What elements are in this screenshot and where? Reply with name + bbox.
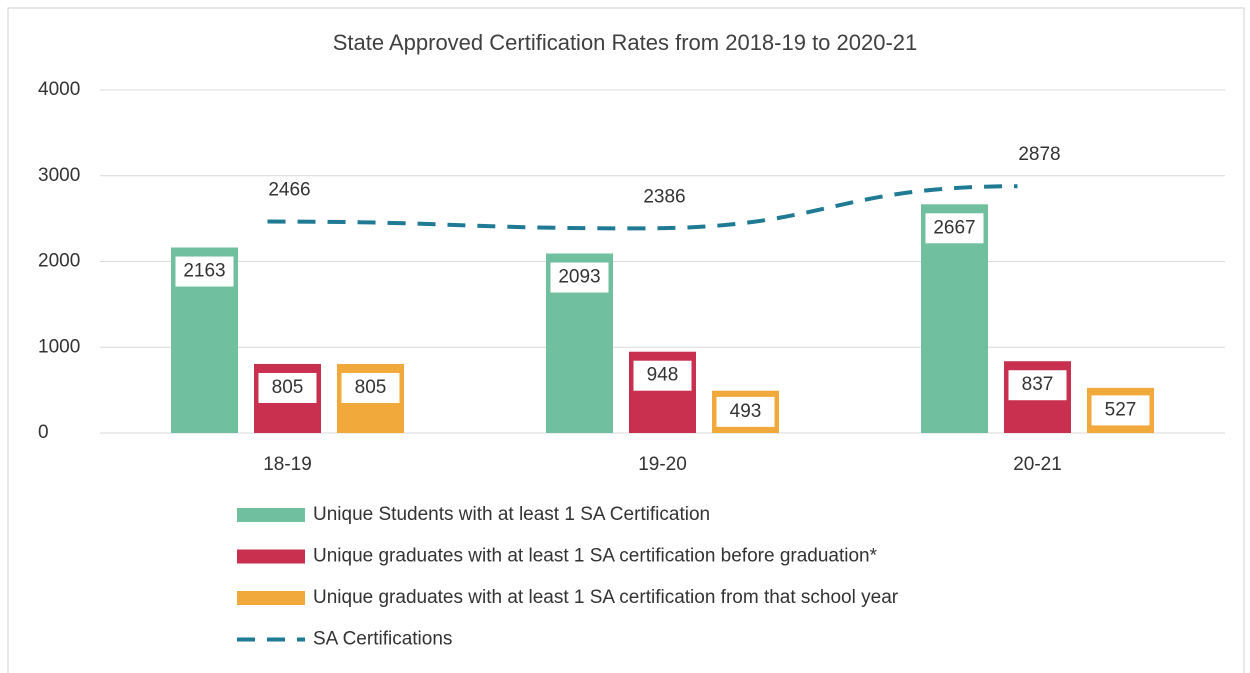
legend-swatch [237, 508, 305, 522]
data-label-box [258, 372, 317, 403]
data-label: 493 [730, 401, 762, 422]
x-tick-label: 20-21 [1013, 454, 1062, 475]
data-label: 805 [272, 377, 304, 398]
legend-label: SA Certifications [313, 629, 452, 650]
y-tick-label: 3000 [38, 165, 80, 186]
data-label: 805 [355, 377, 387, 398]
data-label: 2466 [268, 180, 310, 201]
data-label-box [716, 396, 775, 427]
legend-swatch [237, 591, 305, 605]
data-label-box [633, 360, 692, 391]
chart-frame [7, 7, 1245, 673]
data-label: 948 [647, 365, 679, 386]
data-label: 837 [1022, 374, 1054, 395]
data-label-box [925, 213, 984, 244]
y-tick-label: 0 [38, 422, 49, 443]
data-label: 2386 [643, 186, 685, 207]
legend-label: Unique Students with at least 1 SA Certi… [313, 504, 710, 525]
data-label: 527 [1105, 399, 1137, 420]
data-label-box [1008, 370, 1067, 401]
data-label-box [1091, 395, 1150, 426]
y-tick-label: 4000 [38, 79, 80, 100]
data-label-box [341, 372, 400, 403]
y-tick-label: 1000 [38, 336, 80, 357]
x-tick-label: 18-19 [263, 454, 312, 475]
chart-title: State Approved Certification Rates from … [333, 30, 918, 55]
y-tick-label: 2000 [38, 251, 80, 272]
legend-swatch [237, 549, 305, 564]
legend-label: Unique graduates with at least 1 SA cert… [313, 587, 899, 608]
data-label-box [550, 262, 609, 293]
data-label-box [175, 256, 234, 287]
data-label: 2667 [933, 217, 975, 238]
legend-label: Unique graduates with at least 1 SA cert… [313, 546, 878, 567]
line-series [267, 184, 1018, 231]
data-label: 2878 [1018, 144, 1060, 165]
x-tick-label: 19-20 [638, 454, 687, 475]
data-label: 2163 [183, 261, 225, 282]
data-label: 2093 [558, 267, 600, 288]
